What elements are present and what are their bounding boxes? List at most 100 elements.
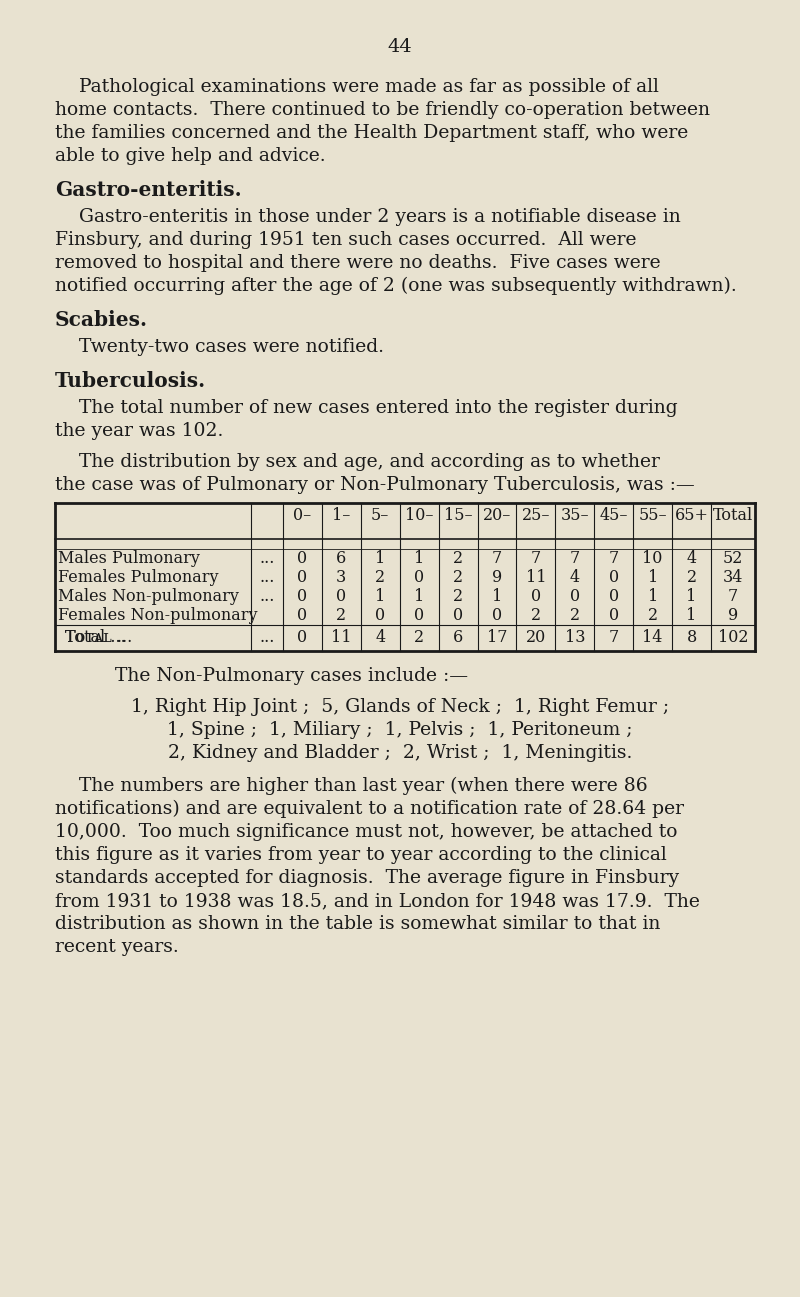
Text: the families concerned and the Health Department staff, who were: the families concerned and the Health De… (55, 125, 688, 141)
Text: 7: 7 (530, 550, 541, 567)
Text: 0–: 0– (294, 507, 311, 524)
Text: Gastro-enteritis.: Gastro-enteritis. (55, 180, 242, 200)
Text: 2: 2 (686, 569, 697, 586)
Text: 1: 1 (686, 588, 697, 604)
Text: removed to hospital and there were no deaths.  Five cases were: removed to hospital and there were no de… (55, 254, 661, 272)
Text: 6: 6 (453, 629, 463, 646)
Text: 14: 14 (642, 629, 663, 646)
Text: ...: ... (259, 629, 274, 646)
Text: 45–: 45– (599, 507, 628, 524)
Text: 8: 8 (686, 629, 697, 646)
Text: 10: 10 (642, 550, 663, 567)
Text: 1: 1 (375, 550, 386, 567)
Text: home contacts.  There continued to be friendly co-operation between: home contacts. There continued to be fri… (55, 101, 710, 119)
Text: 0: 0 (414, 569, 424, 586)
Text: 0: 0 (375, 607, 386, 624)
Text: this figure as it varies from year to year according to the clinical: this figure as it varies from year to ye… (55, 846, 666, 864)
Text: 5–: 5– (371, 507, 390, 524)
Text: 35–: 35– (561, 507, 589, 524)
Text: 4: 4 (686, 550, 697, 567)
Text: 2: 2 (414, 629, 424, 646)
Text: Total: Total (713, 507, 753, 524)
Text: 15–: 15– (444, 507, 473, 524)
Text: Females Non-pulmonary: Females Non-pulmonary (58, 607, 258, 624)
Text: 7: 7 (609, 629, 619, 646)
Text: 2: 2 (531, 607, 541, 624)
Text: The numbers are higher than last year (when there were 86: The numbers are higher than last year (w… (55, 777, 648, 795)
Text: 7: 7 (570, 550, 580, 567)
Text: 10–: 10– (405, 507, 434, 524)
Text: 0: 0 (492, 607, 502, 624)
Text: 9: 9 (728, 607, 738, 624)
Text: 20: 20 (526, 629, 546, 646)
Text: 102: 102 (718, 629, 748, 646)
Text: 52: 52 (723, 550, 743, 567)
Text: 2: 2 (453, 588, 463, 604)
Text: Pathological examinations were made as far as possible of all: Pathological examinations were made as f… (55, 78, 659, 96)
Text: 1, Right Hip Joint ;  5, Glands of Neck ;  1, Right Femur ;: 1, Right Hip Joint ; 5, Glands of Neck ;… (131, 698, 669, 716)
Text: Scabies.: Scabies. (55, 310, 148, 329)
Text: The Non-Pulmonary cases include :—: The Non-Pulmonary cases include :— (115, 667, 468, 685)
Text: 1, Spine ;  1, Miliary ;  1, Pelvis ;  1, Peritoneum ;: 1, Spine ; 1, Miliary ; 1, Pelvis ; 1, P… (167, 721, 633, 739)
Text: 3: 3 (336, 569, 346, 586)
Text: The distribution by sex and age, and according as to whether: The distribution by sex and age, and acc… (55, 453, 660, 471)
Text: 1–: 1– (332, 507, 350, 524)
Text: 4: 4 (375, 629, 386, 646)
Text: 1: 1 (414, 550, 424, 567)
Text: the year was 102.: the year was 102. (55, 422, 223, 440)
Text: Total ...: Total ... (65, 629, 126, 646)
Text: Males Non-pulmonary: Males Non-pulmonary (58, 588, 239, 604)
Text: ...: ... (259, 569, 274, 586)
Text: Twenty-two cases were notified.: Twenty-two cases were notified. (55, 339, 384, 355)
Text: 0: 0 (609, 588, 618, 604)
Text: 7: 7 (609, 550, 619, 567)
Text: 34: 34 (723, 569, 743, 586)
Text: Gastro-enteritis in those under 2 years is a notifiable disease in: Gastro-enteritis in those under 2 years … (55, 208, 681, 226)
Text: 2, Kidney and Bladder ;  2, Wrist ;  1, Meningitis.: 2, Kidney and Bladder ; 2, Wrist ; 1, Me… (168, 744, 632, 763)
Text: Finsbury, and during 1951 ten such cases occurred.  All were: Finsbury, and during 1951 ten such cases… (55, 231, 637, 249)
Text: 2: 2 (336, 607, 346, 624)
Text: 2: 2 (375, 569, 386, 586)
Text: the case was of Pulmonary or Non-Pulmonary Tuberculosis, was :—: the case was of Pulmonary or Non-Pulmona… (55, 476, 694, 494)
Text: 6: 6 (336, 550, 346, 567)
Text: 1: 1 (492, 588, 502, 604)
Text: 1: 1 (686, 607, 697, 624)
Text: 7: 7 (728, 588, 738, 604)
Text: 2: 2 (647, 607, 658, 624)
Text: Tuberculosis.: Tuberculosis. (55, 371, 206, 390)
Text: Females Pulmonary: Females Pulmonary (58, 569, 218, 586)
Text: ...: ... (259, 588, 274, 604)
Text: 20–: 20– (483, 507, 511, 524)
Text: 25–: 25– (522, 507, 550, 524)
Text: 0: 0 (609, 569, 618, 586)
Text: Tᴏᴛᴀʟ ...: Tᴏᴛᴀʟ ... (65, 629, 132, 646)
Text: 11: 11 (331, 629, 352, 646)
Text: 17: 17 (486, 629, 507, 646)
Text: 0: 0 (298, 588, 307, 604)
Text: 1: 1 (647, 569, 658, 586)
Text: 2: 2 (453, 569, 463, 586)
Text: 0: 0 (453, 607, 463, 624)
Text: 4: 4 (570, 569, 580, 586)
Text: 2: 2 (453, 550, 463, 567)
Text: 7: 7 (492, 550, 502, 567)
Text: ...: ... (259, 550, 274, 567)
Text: notifications) and are equivalent to a notification rate of 28.64 per: notifications) and are equivalent to a n… (55, 800, 684, 818)
Text: 44: 44 (388, 38, 412, 56)
Text: The total number of new cases entered into the register during: The total number of new cases entered in… (55, 399, 678, 418)
Text: Males Pulmonary: Males Pulmonary (58, 550, 200, 567)
Text: 0: 0 (414, 607, 424, 624)
Text: 0: 0 (298, 629, 307, 646)
Text: standards accepted for diagnosis.  The average figure in Finsbury: standards accepted for diagnosis. The av… (55, 869, 679, 887)
Text: 0: 0 (298, 550, 307, 567)
Text: 0: 0 (609, 607, 618, 624)
Text: 0: 0 (531, 588, 541, 604)
Text: 0: 0 (298, 569, 307, 586)
Text: 1: 1 (375, 588, 386, 604)
Text: 55–: 55– (638, 507, 667, 524)
Text: 0: 0 (298, 607, 307, 624)
Text: 0: 0 (336, 588, 346, 604)
Text: recent years.: recent years. (55, 938, 178, 956)
Text: notified occurring after the age of 2 (one was subsequently withdrawn).: notified occurring after the age of 2 (o… (55, 278, 737, 296)
Text: 0: 0 (570, 588, 580, 604)
